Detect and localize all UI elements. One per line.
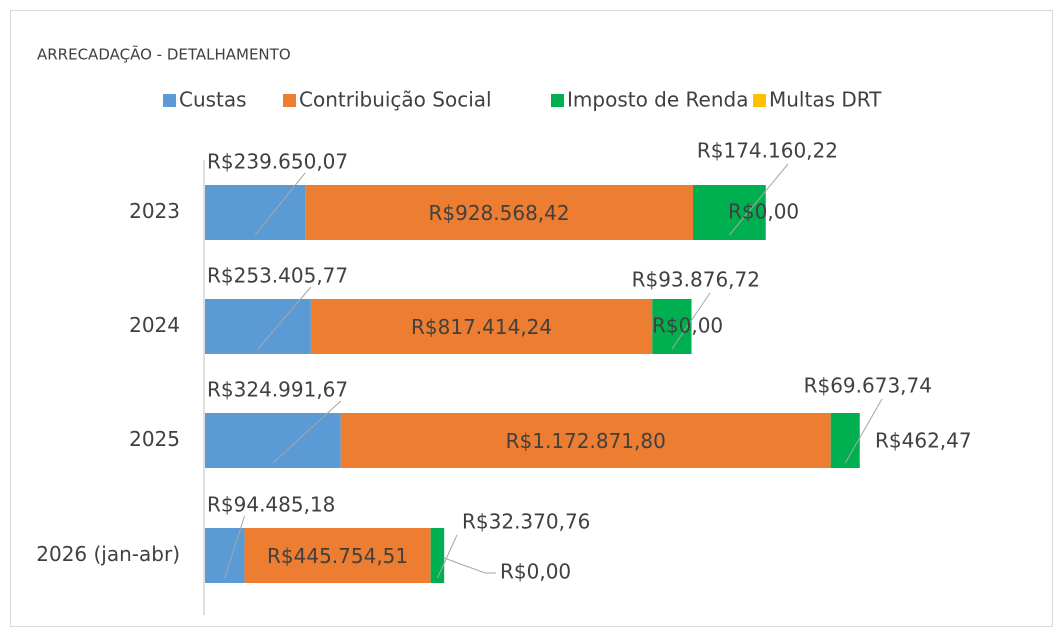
bar-segment (830, 413, 860, 468)
category-label: 2025 (129, 427, 180, 451)
bar-segment (244, 528, 431, 583)
bar-segment (310, 299, 653, 354)
data-label: R$462,47 (875, 429, 972, 453)
category-label: 2023 (129, 199, 180, 223)
bar-segment (205, 185, 306, 240)
bar-segment (205, 528, 245, 583)
leader-line (671, 292, 711, 350)
leader-line (436, 534, 458, 579)
legend-label: Multas DRT (769, 88, 882, 112)
data-label: R$93.876,72 (632, 268, 760, 292)
bar-segment (652, 299, 692, 354)
legend-swatch (163, 94, 176, 107)
chart-title: ARRECADAÇÃO - DETALHAMENTO (37, 45, 291, 64)
legend-label: Contribuição Social (299, 88, 492, 112)
data-label: R$1.172.871,80 (506, 429, 666, 453)
data-label: R$69.673,74 (804, 374, 932, 398)
data-label: R$817.414,24 (411, 315, 552, 339)
leader-line (224, 515, 245, 579)
legend-swatch (283, 94, 296, 107)
legend-label: Custas (179, 88, 247, 112)
legend-label: Imposto de Renda (567, 88, 748, 112)
leader-line (257, 286, 312, 350)
leader-line (272, 400, 342, 464)
leader-line (728, 163, 789, 236)
data-label: R$94.485,18 (207, 493, 335, 517)
bar-segment (340, 413, 831, 468)
data-label: R$253.405,77 (207, 264, 348, 288)
bar-segment (205, 413, 341, 468)
leader-line (254, 172, 306, 236)
legend-swatch (753, 94, 766, 107)
bar-segment (692, 185, 766, 240)
category-label: 2026 (jan-abr) (36, 542, 180, 566)
bar-segment (430, 528, 445, 583)
bar-segment (305, 185, 693, 240)
data-label: R$0,00 (652, 314, 723, 338)
data-label: R$928.568,42 (428, 201, 569, 225)
data-label: R$239.650,07 (207, 150, 348, 174)
category-label: 2024 (129, 313, 180, 337)
data-label: R$174.160,22 (697, 139, 838, 163)
data-label: R$445.754,51 (267, 544, 408, 568)
data-label: R$324.991,67 (207, 378, 348, 402)
legend-swatch (551, 94, 564, 107)
data-label: R$32.370,76 (462, 510, 590, 534)
leader-line (844, 398, 883, 464)
leader-line (444, 557, 496, 574)
data-label: R$0,00 (500, 560, 571, 584)
bar-segment (205, 299, 311, 354)
data-label: R$0,00 (728, 200, 799, 224)
